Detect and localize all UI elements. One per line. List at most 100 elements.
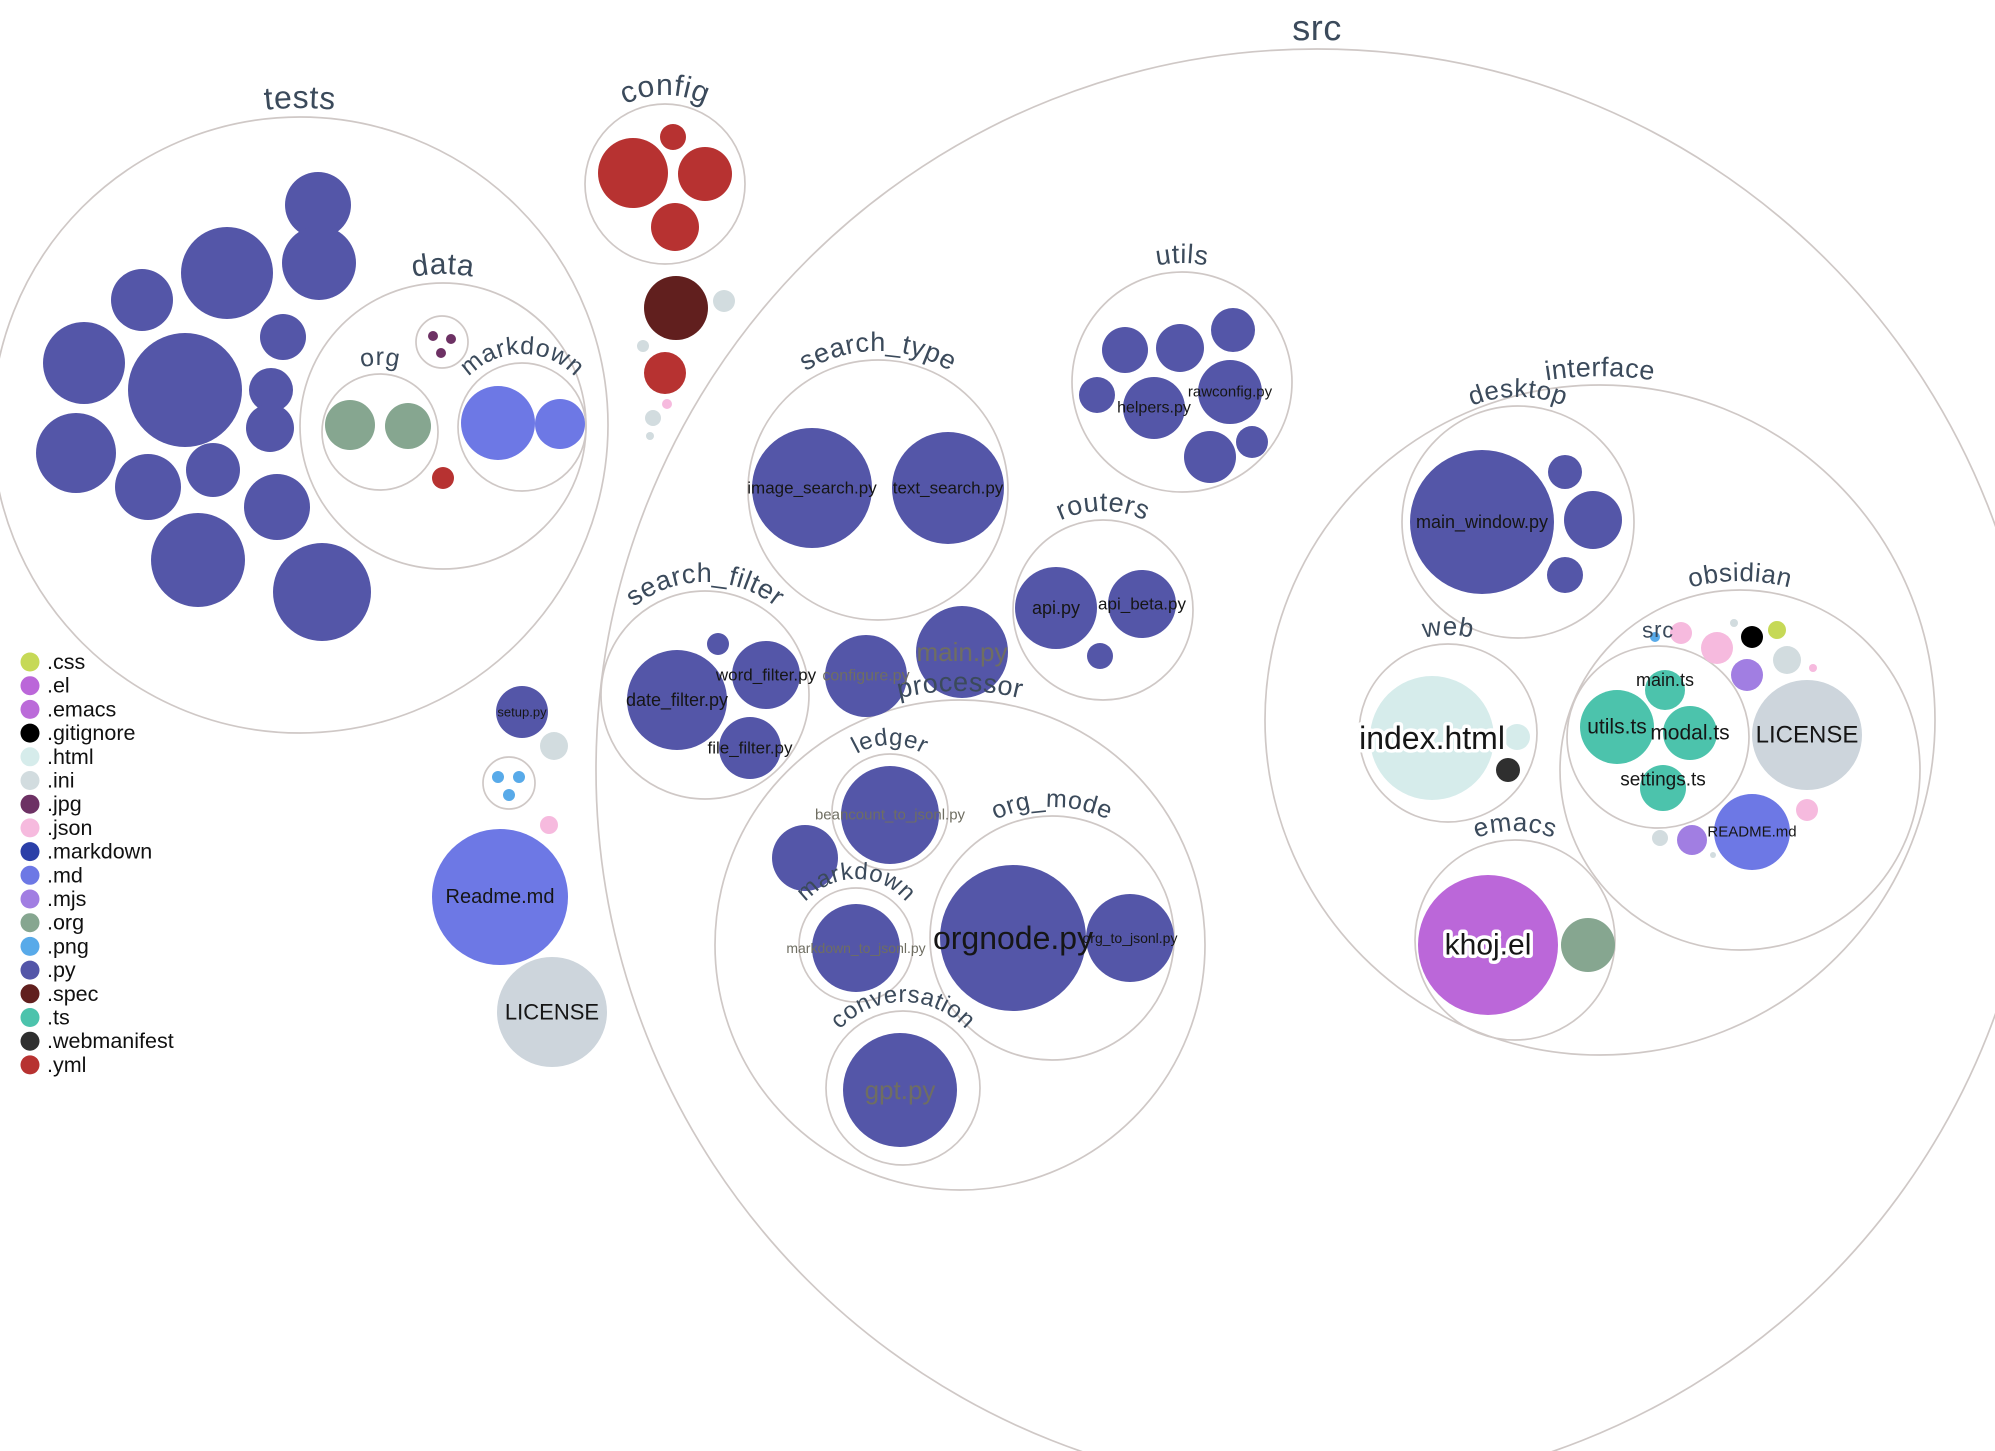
folder-label-utils: utils	[1153, 239, 1210, 271]
file-circle-obsidian-mjs-1	[1731, 659, 1763, 691]
file-circle-data-jpg-3	[436, 348, 446, 358]
file-circle-obsidian-ini-1	[1730, 619, 1738, 627]
legend-label-webmanifest: .webmanifest	[47, 1029, 174, 1053]
file-circle-index-html	[1370, 676, 1494, 800]
legend-item-ini: .ini	[20, 769, 74, 793]
file-circle-root-ini-3	[645, 410, 661, 426]
legend-swatch-md-icon	[20, 865, 40, 885]
file-circle-utils-py-6	[1236, 426, 1268, 458]
folder-circle-data-jpg-folder	[415, 315, 469, 369]
file-circle-setup-py	[496, 686, 548, 738]
file-circle-obsidian-json-1	[1670, 622, 1692, 644]
file-label-gpt-py: gpt.py	[865, 1075, 936, 1105]
file-label-rawconfig-py: rawconfig.py	[1188, 384, 1273, 401]
folder-circle-routers	[1012, 519, 1194, 701]
file-circle-modal-ts	[1663, 706, 1717, 760]
file-circle-tests-py-5	[260, 314, 306, 360]
legend-label-json: .json	[47, 816, 92, 840]
file-circle-desktop-py-1	[1548, 455, 1582, 489]
file-label-date-filter-py: date_filter.py	[626, 690, 728, 711]
legend-item-yml: .yml	[20, 1053, 86, 1077]
folder-circle-utils	[1071, 271, 1293, 493]
file-label-modal-ts: modal.ts	[1650, 722, 1729, 745]
file-circle-date-filter-py	[627, 650, 727, 750]
file-circle-readme-md	[432, 829, 568, 965]
file-circle-utils-ts	[1580, 690, 1654, 764]
legend-item-css: .css	[20, 650, 85, 674]
file-circle-tests-py-13	[244, 474, 310, 540]
file-circle-routers-small-py	[1087, 643, 1113, 669]
legend-label-emacs: .emacs	[47, 697, 116, 721]
file-circle-root-ini-4	[646, 432, 654, 440]
file-circle-github-png-3	[503, 789, 515, 801]
file-circle-text-search-py	[892, 432, 1004, 544]
file-circle-configure-py	[825, 635, 907, 717]
folder-circle-search_type	[747, 359, 1009, 621]
legend-label-yml: .yml	[47, 1053, 86, 1077]
legend-swatch-ini-icon	[20, 771, 40, 790]
file-circle-obsidian-ini-4	[1710, 852, 1716, 858]
legend-label-md: .md	[47, 863, 83, 887]
legend-label-jpg: .jpg	[47, 792, 82, 816]
file-circle-rawconfig-py	[1198, 360, 1262, 424]
folder-circle-obsidian-src	[1566, 645, 1750, 829]
folder-circle-obsidian	[1559, 589, 1921, 951]
folder-circle-emacs	[1414, 839, 1616, 1041]
file-circle-root-license	[497, 957, 607, 1067]
file-circle-obsidian-json-4	[1796, 799, 1818, 821]
folder-circle-tests	[0, 116, 609, 734]
file-label-file-filter-py: file_filter.py	[707, 739, 793, 758]
file-circle-utils-py-5	[1184, 431, 1236, 483]
file-label-word-filter-py: word_filter.py	[715, 666, 817, 685]
file-label-obsidian-readme-md: README.md	[1707, 824, 1796, 841]
folder-circle-processor	[714, 699, 1206, 1191]
folder-circle-conversation	[825, 1010, 981, 1166]
file-circle-utils-py-4	[1079, 377, 1115, 413]
legend-item-spec: .spec	[20, 982, 99, 1006]
file-label-obsidian-license: LICENSE	[1756, 722, 1859, 749]
legend-label-html: .html	[47, 745, 94, 769]
legend-item-md: .md	[20, 863, 83, 887]
file-circle-root-yml	[644, 352, 686, 394]
file-circle-khoj-el	[1418, 875, 1558, 1015]
file-label-configure-py: configure.py	[822, 668, 909, 685]
file-circle-root-ini-2	[637, 340, 649, 352]
folder-label-obsidian: obsidian	[1685, 557, 1796, 594]
file-circle-tests-py-4	[282, 226, 356, 300]
legend-swatch-jpg-icon	[20, 794, 40, 814]
folder-circle-config	[584, 103, 746, 265]
file-circle-tests-py-12	[186, 443, 240, 497]
legend-label-ts: .ts	[47, 1006, 70, 1030]
legend-swatch-markdown-icon	[20, 842, 40, 862]
file-label-markdown-to-jsonl-py: markdown_to_jsonl.py	[786, 940, 925, 956]
file-label-helpers-py: helpers.py	[1117, 400, 1191, 417]
folder-label-emacs: emacs	[1469, 807, 1561, 844]
file-circle-helpers-py	[1123, 377, 1185, 439]
legend-label-spec: .spec	[47, 982, 99, 1006]
file-circle-data-jpg-1	[428, 331, 438, 341]
file-label-beancount-to-jsonl-py: beancount_to_jsonl.py	[815, 807, 966, 824]
file-circle-data-yml	[432, 467, 454, 489]
file-circle-api-beta-py	[1108, 570, 1176, 638]
legend-swatch-mjs-icon	[20, 889, 40, 909]
legend-swatch-spec-icon	[20, 984, 40, 1004]
legend-item-webmanifest: .webmanifest	[20, 1029, 174, 1053]
file-circle-main-ts	[1645, 670, 1685, 710]
file-circle-word-filter-py	[732, 641, 800, 709]
folder-label-src: src	[1292, 7, 1343, 48]
file-circle-obsidian-json-2	[1701, 632, 1733, 664]
legend-item-mjs: .mjs	[20, 887, 86, 911]
file-label-api-beta-py: api_beta.py	[1098, 595, 1186, 614]
file-circle-beancount-to-jsonl-py	[841, 766, 939, 864]
legend-label-ini: .ini	[47, 769, 74, 793]
file-label-main-window-py: main_window.py	[1416, 512, 1548, 533]
legend-swatch-json-icon	[20, 818, 40, 838]
file-circle-tests-py-14	[151, 513, 245, 607]
file-circle-tests-py-1	[111, 269, 173, 331]
file-label-text-search-py: text_search.py	[893, 479, 1004, 498]
folder-circle-github-folder	[482, 756, 536, 810]
file-label-settings-ts: settings.ts	[1620, 770, 1706, 791]
file-circle-obsidian-license	[1752, 680, 1862, 790]
legend-swatch-py-icon	[20, 960, 40, 980]
